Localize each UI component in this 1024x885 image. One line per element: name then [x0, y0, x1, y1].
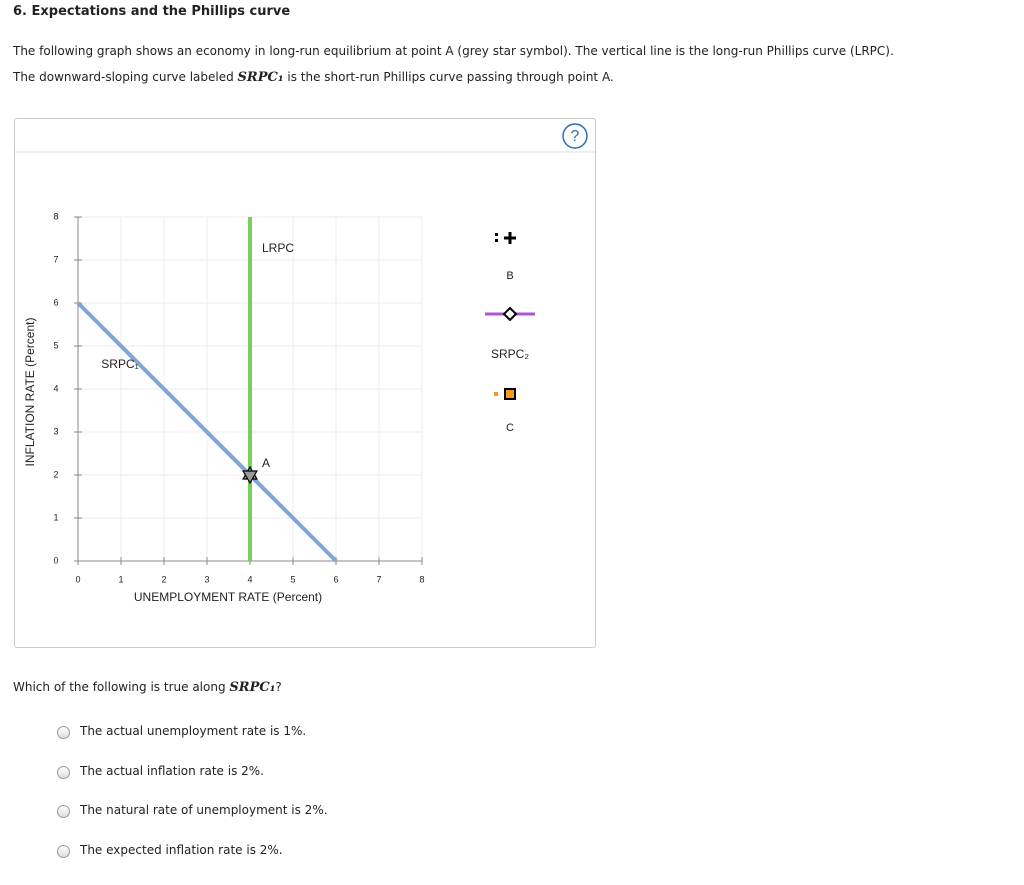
text: Which of the following is true along [13, 680, 230, 694]
y-tick-label: 4 [53, 383, 58, 393]
x-tick-label: 1 [118, 574, 123, 584]
series-label: SRPC₁ [101, 357, 138, 371]
term: SRPC₁ [237, 70, 284, 85]
tool-plus[interactable] [504, 232, 516, 244]
x-tick-label: 0 [75, 574, 80, 584]
help-icon[interactable] [562, 123, 588, 149]
y-tick-label: 3 [53, 426, 58, 436]
tool-square[interactable] [504, 388, 516, 400]
y-tick-label: 0 [53, 555, 58, 565]
x-tick-label: 5 [290, 574, 295, 584]
tool-dot[interactable] [494, 392, 498, 396]
tool-label[interactable]: C [506, 422, 514, 434]
tool-diamond[interactable] [502, 306, 518, 322]
option-text[interactable]: The actual unemployment rate is 1%. [80, 724, 307, 738]
tool-label[interactable]: B [506, 270, 513, 282]
option-text[interactable]: The natural rate of unemployment is 2%. [80, 803, 328, 818]
intro-text: The downward-sloping curve labeled SRPC₁… [13, 70, 614, 85]
y-tick-label: 5 [53, 340, 58, 350]
x-tick-label: 3 [204, 574, 209, 584]
x-tick-label: 6 [333, 574, 338, 584]
series-label: LRPC [262, 241, 294, 255]
y-tick-label: 6 [53, 297, 58, 307]
text: is the short-run Phillips curve passing … [283, 70, 614, 84]
y-tick-label: 7 [53, 254, 58, 264]
text: The downward-sloping curve labeled [13, 70, 238, 84]
x-tick-label: 8 [419, 574, 424, 584]
series-line [76, 301, 338, 563]
x-axis-label: UNEMPLOYMENT RATE (Percent) [134, 590, 322, 604]
x-tick-label: 4 [247, 574, 252, 584]
help-icon-text[interactable]: ? [571, 128, 580, 145]
graph-panel [14, 118, 596, 648]
tool-label[interactable]: SRPC₂ [491, 347, 529, 361]
intro-text: The following graph shows an economy in … [13, 44, 894, 58]
y-axis-label: INFLATION RATE (Percent) [23, 318, 37, 467]
y-tick-label: 1 [53, 512, 58, 522]
radio-button[interactable] [57, 726, 70, 739]
option-text[interactable]: The expected inflation rate is 2%. [80, 843, 283, 858]
point-label: A [262, 456, 270, 470]
radio-button[interactable] [57, 845, 70, 859]
y-tick-label: 8 [53, 211, 58, 221]
question: Which of the following is true along SRP… [13, 680, 282, 695]
x-tick-label: 2 [161, 574, 166, 584]
x-tick-label: 7 [376, 574, 381, 584]
text: ? [275, 680, 282, 694]
tool-dot[interactable] [495, 239, 498, 242]
y-tick-label: 2 [53, 469, 58, 479]
tool-dot[interactable] [495, 233, 498, 236]
title: 6. Expectations and the Phillips curve [13, 4, 291, 19]
term: SRPC₁ [229, 680, 276, 695]
radio-button[interactable] [57, 765, 70, 779]
radio-button[interactable] [57, 805, 70, 819]
point-marker [242, 470, 258, 485]
option-text[interactable]: The actual inflation rate is 2%. [80, 763, 264, 778]
